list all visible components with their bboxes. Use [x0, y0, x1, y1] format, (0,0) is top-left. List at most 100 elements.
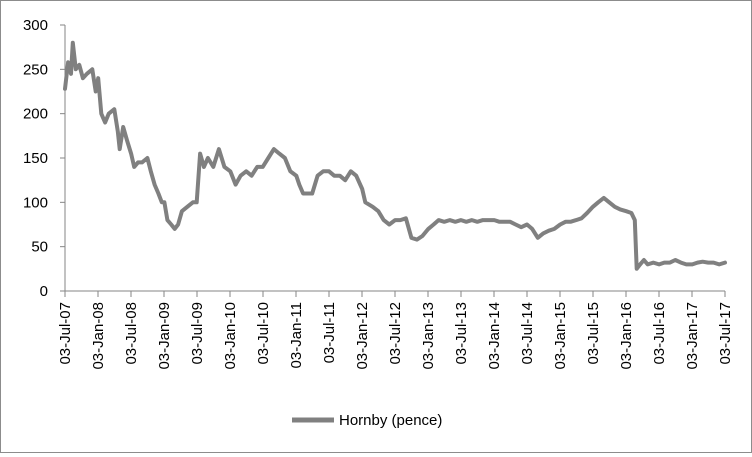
data-point [146, 156, 149, 160]
data-point [310, 192, 314, 195]
data-point [288, 169, 292, 173]
data-point [140, 161, 144, 164]
data-point [297, 183, 301, 187]
data-point [85, 72, 89, 76]
data-point [153, 183, 157, 187]
data-point [228, 169, 232, 173]
data-point [552, 227, 556, 231]
data-point [679, 261, 683, 264]
data-point [305, 192, 308, 195]
data-point [541, 232, 545, 235]
data-point [547, 229, 551, 233]
data-point [118, 147, 122, 151]
data-point [294, 174, 298, 178]
data-point [180, 209, 184, 213]
data-point [712, 261, 715, 264]
y-tick-label: 250 [23, 61, 48, 78]
y-tick-label: 100 [23, 194, 48, 211]
x-tick-label: 03-Jul-15 [585, 302, 602, 365]
data-point [94, 90, 98, 93]
data-point [125, 138, 129, 142]
x-tick-label: 03-Jan-12 [354, 302, 371, 370]
data-point [464, 220, 468, 224]
x-tick-label: 03-Jan-15 [552, 302, 569, 370]
data-point [498, 220, 501, 224]
data-point [321, 169, 325, 173]
data-point [618, 208, 622, 211]
data-point [136, 161, 140, 164]
data-point [223, 165, 226, 169]
data-point [129, 152, 133, 156]
data-point [96, 76, 100, 80]
data-point [185, 205, 189, 209]
x-tick-label: 03-Jan-16 [618, 302, 635, 370]
data-point [630, 211, 633, 215]
data-point [564, 220, 567, 224]
data-point [160, 200, 164, 204]
series-group [63, 40, 727, 271]
data-point [71, 41, 75, 45]
data-point [530, 227, 534, 231]
data-point [107, 112, 111, 116]
legend: Hornby (pence) [292, 412, 442, 429]
x-tick-label: 03-Jul-12 [387, 302, 404, 365]
data-point [633, 218, 637, 222]
x-tick-label: 03-Jul-16 [651, 302, 668, 365]
x-tick-label: 03-Jan-17 [684, 302, 701, 370]
data-point [638, 263, 642, 266]
data-point [437, 218, 440, 222]
x-tick-label: 03-Jan-10 [222, 302, 239, 370]
data-point [103, 121, 107, 124]
data-point [536, 236, 540, 240]
data-point [349, 169, 353, 173]
data-point [81, 76, 85, 80]
data-point [382, 218, 386, 222]
data-point [283, 156, 287, 160]
data-point [514, 223, 517, 226]
data-point [508, 220, 512, 224]
y-axis: 0 50 100 150 200 250 300 [23, 17, 66, 300]
data-point [163, 200, 166, 204]
data-point [421, 234, 424, 238]
data-point [301, 192, 305, 195]
data-point [112, 107, 116, 111]
data-point [723, 261, 727, 264]
y-tick-label: 300 [23, 17, 48, 34]
data-point [66, 60, 70, 64]
data-point [116, 130, 120, 133]
data-point [316, 174, 319, 178]
data-point [701, 260, 704, 264]
data-point [272, 147, 276, 151]
data-point [132, 165, 136, 169]
data-point [198, 152, 202, 156]
data-point [244, 169, 248, 173]
x-tick-label: 03-Jan-14 [486, 302, 503, 370]
data-point [234, 183, 238, 187]
data-point [387, 223, 391, 226]
data-point [169, 223, 173, 226]
data-point [525, 223, 529, 226]
x-tick-label: 03-Jan-09 [156, 302, 173, 370]
y-tick-label: 150 [23, 150, 48, 167]
data-point [668, 261, 672, 264]
data-point [261, 165, 265, 169]
data-point [651, 261, 655, 264]
data-point [157, 192, 160, 195]
data-point [470, 218, 474, 222]
data-point [662, 261, 666, 264]
data-point [176, 223, 180, 226]
legend-label-hornby: Hornby (pence) [339, 412, 442, 429]
data-point [432, 223, 435, 226]
x-tick-label: 03-Jul-17 [717, 302, 734, 365]
data-point [63, 87, 67, 91]
data-point [596, 200, 600, 204]
data-point [657, 263, 661, 266]
data-point [448, 218, 452, 222]
x-tick-label: 03-Jul-09 [189, 302, 206, 365]
data-point [77, 63, 81, 67]
data-point [503, 220, 506, 224]
y-tick-label: 50 [31, 239, 48, 256]
data-point [277, 152, 281, 156]
data-point [250, 174, 254, 178]
data-point [607, 200, 611, 204]
